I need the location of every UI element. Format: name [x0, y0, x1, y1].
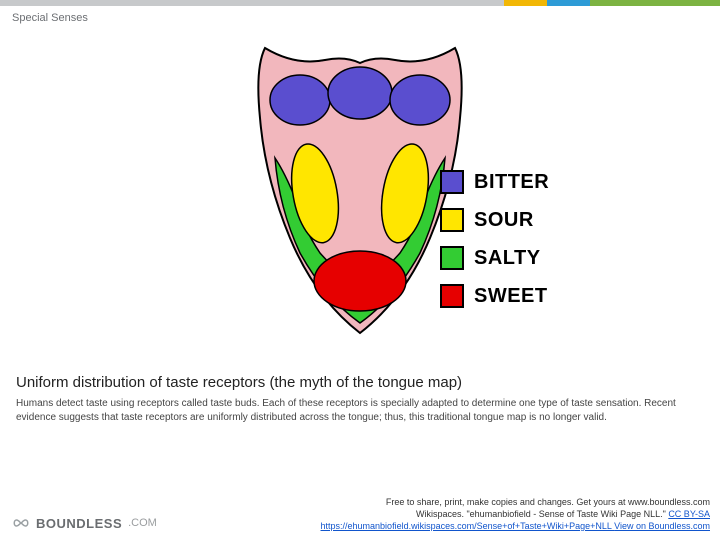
caption-block: Uniform distribution of taste receptors …: [0, 370, 720, 424]
attr-prefix: Wikispaces. "ehumanbiofield - Sense of T…: [416, 509, 668, 519]
attr-view-link[interactable]: View on Boundless.com: [614, 521, 710, 531]
topbar-seg-1: [0, 0, 504, 6]
legend: BITTER SOUR SALTY SWEET: [440, 170, 549, 308]
page-header: Special Senses: [0, 6, 720, 30]
legend-label: SWEET: [474, 285, 548, 308]
brand-suffix: .COM: [128, 517, 157, 529]
region-sweet: [314, 251, 406, 311]
legend-swatch-bitter: [440, 170, 464, 194]
caption-title: Uniform distribution of taste receptors …: [16, 374, 704, 391]
legend-label: SALTY: [474, 247, 541, 270]
legend-label: BITTER: [474, 171, 549, 194]
footer: BOUNDLESS .COM Free to share, print, make…: [0, 490, 720, 540]
legend-item: SOUR: [440, 208, 549, 232]
legend-swatch-salty: [440, 246, 464, 270]
legend-item: BITTER: [440, 170, 549, 194]
infinity-icon: [12, 514, 30, 532]
legend-item: SALTY: [440, 246, 549, 270]
legend-swatch-sweet: [440, 284, 464, 308]
legend-item: SWEET: [440, 284, 549, 308]
attribution: Free to share, print, make copies and ch…: [170, 496, 710, 532]
figure-area: BITTER SOUR SALTY SWEET: [0, 30, 720, 370]
top-accent-bar: [0, 0, 720, 6]
legend-label: SOUR: [474, 209, 534, 232]
brand-name: BOUNDLESS: [36, 516, 122, 531]
attribution-line1: Free to share, print, make copies and ch…: [170, 496, 710, 508]
attr-source-link[interactable]: https://ehumanbiofield.wikispaces.com/Se…: [321, 521, 615, 531]
caption-body: Humans detect taste using receptors call…: [16, 397, 704, 424]
region-bitter-mid: [328, 67, 392, 119]
legend-swatch-sour: [440, 208, 464, 232]
topbar-seg-4: [590, 0, 720, 6]
brand: BOUNDLESS .COM: [12, 514, 157, 532]
attr-license-link[interactable]: CC BY-SA: [668, 509, 710, 519]
topbar-seg-2: [504, 0, 547, 6]
page-title: Special Senses: [12, 12, 88, 24]
attribution-line2: Wikispaces. "ehumanbiofield - Sense of T…: [170, 508, 710, 532]
topbar-seg-3: [547, 0, 590, 6]
region-bitter-left: [270, 75, 330, 125]
region-bitter-right: [390, 75, 450, 125]
